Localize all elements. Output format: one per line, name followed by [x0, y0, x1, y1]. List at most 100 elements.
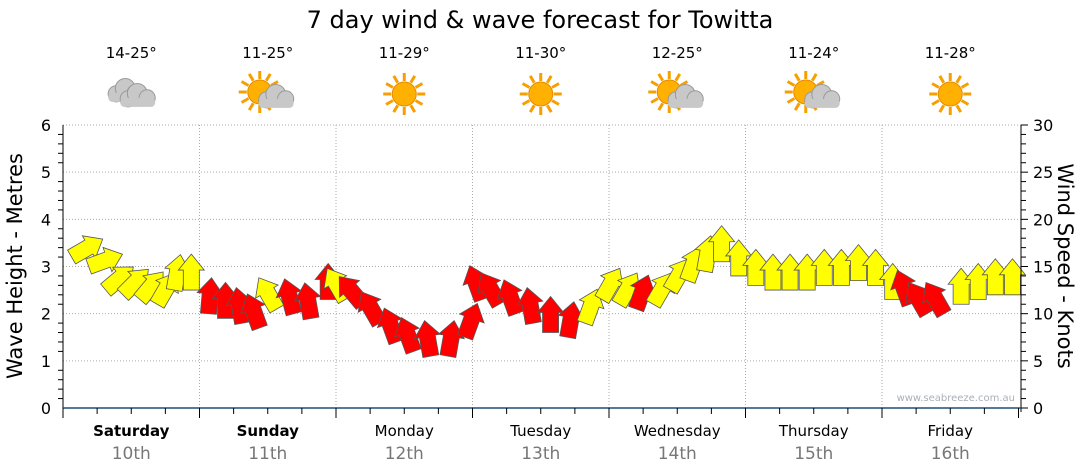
day-label: Thursday: [778, 422, 849, 440]
sun-ray: [793, 73, 801, 82]
cloud-base: [804, 98, 840, 108]
sun-ray: [810, 73, 818, 82]
y2-tick-label: 30: [1033, 116, 1053, 135]
sun-ray: [247, 102, 255, 111]
sun-ray: [786, 97, 796, 104]
day-label: Friday: [928, 422, 974, 440]
wind-wave-arrow: [536, 295, 565, 333]
wind-wave-arrow: [922, 281, 952, 319]
wind-wave-arrow: [240, 293, 268, 332]
wind-wave-arrow: [594, 267, 624, 305]
wind-wave-arrow: [177, 253, 206, 291]
sun-ray: [657, 73, 665, 82]
sun-ray: [551, 82, 560, 89]
wind-wave-arrow: [810, 248, 839, 286]
day-temperature: 11-25°: [242, 44, 293, 62]
sun-ray: [545, 104, 553, 113]
y2-tick-label: 20: [1033, 210, 1053, 229]
date-label: 14th: [658, 444, 697, 464]
wind-wave-arrow: [516, 287, 544, 325]
partly-sunny-icon: [648, 71, 704, 113]
sun-ray: [551, 99, 560, 106]
sun-ray: [793, 102, 801, 111]
sun-ray: [521, 82, 531, 89]
sun-ray: [414, 99, 424, 106]
y-tick-label: 1: [41, 352, 51, 371]
wind-wave-arrow: [413, 320, 442, 358]
watermark: www.seabreeze.com.au: [897, 393, 1015, 404]
day-label: Sunday: [237, 422, 300, 440]
day-label: Tuesday: [509, 422, 571, 440]
sun-ray: [385, 99, 394, 106]
wind-wave-arrow: [759, 253, 787, 291]
sun-ray: [657, 102, 665, 111]
sun-ray: [955, 75, 963, 84]
day-temperature: 11-24°: [788, 44, 839, 62]
y-tick-label: 3: [41, 258, 51, 277]
date-label: 16th: [931, 444, 970, 464]
y2-tick-label: 15: [1033, 258, 1053, 277]
sun-ray: [528, 104, 536, 113]
wind-wave-arrow: [981, 258, 1010, 296]
day-temperature: 11-28°: [925, 44, 976, 62]
sun-ray: [786, 80, 796, 87]
wind-wave-arrow: [741, 248, 770, 286]
date-label: 15th: [794, 444, 833, 464]
sun-ray: [392, 104, 400, 113]
sun-ray: [264, 73, 272, 82]
wind-wave-arrow: [998, 258, 1027, 296]
wind-wave-arrow: [557, 301, 585, 340]
sun-ray: [240, 80, 250, 87]
wind-wave-arrow: [844, 244, 873, 282]
y-axis-label: Wave Height - Metres: [3, 153, 27, 379]
wind-wave-arrow: [628, 274, 656, 313]
sun-ray: [931, 99, 940, 106]
y2-tick-label: 0: [1033, 399, 1043, 418]
sun-ray: [409, 75, 417, 84]
sun-disc: [391, 81, 417, 107]
wind-wave-arrow: [456, 302, 485, 341]
y-tick-label: 6: [41, 116, 51, 135]
wind-wave-arrow: [294, 282, 322, 321]
sun-ray: [240, 97, 250, 104]
y2-tick-label: 25: [1033, 163, 1053, 182]
sun-ray: [960, 99, 970, 106]
cloud-base: [258, 98, 294, 108]
cloud-base: [668, 98, 704, 108]
sun-ray: [521, 99, 531, 106]
sun-ray: [960, 82, 970, 89]
day-temperature: 14-25°: [106, 44, 157, 62]
y2-tick-label: 10: [1033, 305, 1053, 324]
sun-ray: [385, 82, 394, 89]
sun-ray: [650, 97, 659, 104]
partly-sunny-icon: [238, 71, 295, 113]
wind-wave-arrow: [255, 277, 285, 314]
y-tick-label: 0: [41, 399, 51, 418]
sun-ray: [545, 75, 553, 84]
sun-ray: [938, 75, 946, 84]
date-label: 10th: [112, 444, 151, 464]
sun-ray: [409, 104, 417, 113]
sun-ray: [392, 75, 400, 84]
y-tick-label: 5: [41, 163, 51, 182]
day-temperature: 12-25°: [652, 44, 703, 62]
wind-wave-arrow: [724, 239, 753, 277]
sun-ray: [650, 80, 659, 87]
date-label: 12th: [385, 444, 424, 464]
y2-axis-label: Wind Speed - Knots: [1053, 163, 1077, 368]
sun-ray: [414, 82, 424, 89]
partly-sunny-icon: [784, 71, 841, 113]
day-label: Monday: [375, 422, 434, 440]
sun-ray: [528, 75, 536, 84]
y-tick-label: 4: [41, 210, 51, 229]
wind-wave-arrow: [776, 253, 804, 291]
day-label: Wednesday: [634, 422, 721, 440]
sunny-icon: [519, 73, 562, 115]
sunny-icon: [929, 73, 972, 115]
sun-disc: [528, 81, 554, 107]
date-label: 11th: [248, 444, 287, 464]
day-label: Saturday: [93, 422, 170, 440]
sun-ray: [931, 82, 940, 89]
